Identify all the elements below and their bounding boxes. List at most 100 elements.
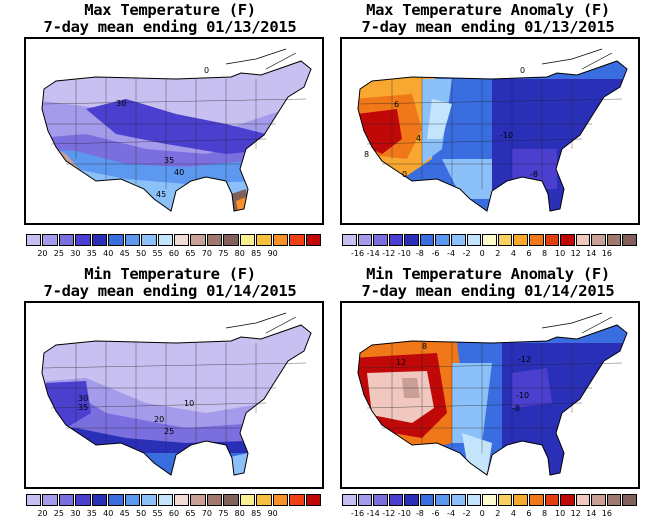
colorbar-swatch [466, 234, 482, 246]
colorbar-swatch [575, 234, 591, 246]
colorbar-tick-label: 4 [510, 249, 516, 258]
colorbar-tick-label: 75 [218, 509, 229, 518]
colorbar-swatch [388, 234, 404, 246]
colorbar-swatch [190, 494, 206, 506]
colorbar-swatch [357, 234, 373, 246]
colorbar-tick-label: 30 [70, 249, 81, 258]
colorbar-tick-label: 45 [119, 509, 130, 518]
colorbar-tick-label: 6 [526, 509, 532, 518]
map-label: 8 [422, 342, 427, 351]
colorbar-tick-label: -2 [462, 509, 471, 518]
colorbar-tick-label: -6 [431, 249, 440, 258]
map-label: 10 [184, 399, 194, 408]
colorbar-tick-label: -8 [415, 509, 424, 518]
colorbar-swatch [419, 234, 435, 246]
colorbar-tick-label: -14 [366, 509, 380, 518]
colorbar-tick-label: 35 [86, 509, 97, 518]
colorbar-swatch [560, 234, 575, 246]
colorbar-swatch [190, 234, 206, 246]
panel-title-line2: 7-day mean ending 01/13/2015 [361, 18, 615, 36]
colorbar-tick-label: 25 [53, 509, 64, 518]
colorbar-swatch [272, 234, 289, 246]
colorbar-swatch [435, 494, 451, 506]
colorbar-swatch [42, 494, 58, 506]
colorbar-tick-label: 8 [541, 249, 548, 258]
colorbar-swatch [435, 234, 451, 246]
colorbar-tick-label: 0 [479, 509, 485, 518]
map-label: 12 [396, 358, 406, 367]
map-fill [358, 325, 627, 475]
colorbar-swatch [174, 234, 190, 246]
map-fill [42, 61, 311, 211]
colorbar-swatch [388, 494, 404, 506]
colorbar-tick-label: 12 [570, 249, 581, 258]
colorbar-swatch [42, 234, 58, 246]
colorbar-swatch [305, 494, 321, 506]
colorbar-tick-label: 85 [251, 509, 262, 518]
colorbar-swatch [272, 494, 289, 506]
colorbar-swatch [174, 494, 190, 506]
colorbar-tick-label: 6 [526, 249, 532, 258]
map-label: 40 [174, 168, 184, 177]
colorbar-swatch [141, 234, 157, 246]
colorbar-swatch [141, 494, 157, 506]
map-label: 20 [154, 415, 164, 424]
colorbar-tick-label: 80 [234, 509, 245, 518]
colorbar-tick-label: 65 [185, 509, 196, 518]
colorbar-swatch [591, 234, 606, 246]
colorbar-tick-label: -8 [415, 249, 424, 258]
colorbar-tick-label: 10 [555, 249, 566, 258]
colorbar-tick-label: 2 [495, 509, 501, 518]
colorbar-swatch [606, 234, 622, 246]
map-max-temp: 0 30 35 40 45 [24, 37, 324, 225]
colorbar-swatch [305, 234, 321, 246]
colorbar-swatch [575, 494, 591, 506]
colorbar-tick-label: 55 [152, 509, 163, 518]
map-label: 6 [394, 100, 399, 109]
colorbar-tick-label: 45 [119, 249, 130, 258]
map-min-temp-anomaly: 12 8 -12 -10 -8 [340, 301, 640, 489]
panel-title-line2: 7-day mean ending 01/13/2015 [43, 18, 297, 36]
colorbar-tick-label: 40 [103, 509, 114, 518]
colorbar-swatch [75, 234, 91, 246]
colorbar-tick-label: -12 [382, 249, 396, 258]
colorbar-tick-label: 60 [168, 509, 180, 518]
colorbar-tick-label: 20 [37, 509, 48, 518]
map-label: -8 [512, 404, 520, 413]
colorbar-tick-label: -14 [366, 249, 380, 258]
map-label: 30 [78, 394, 88, 403]
colorbar-tick-label: -16 [351, 249, 365, 258]
panel-title-line2: 7-day mean ending 01/14/2015 [361, 282, 615, 300]
colorbar-swatch [239, 234, 256, 246]
colorbar-swatch [591, 494, 606, 506]
colorbar-swatch [528, 494, 544, 506]
map-label: 0 [402, 170, 407, 179]
colorbar-swatch [26, 234, 42, 246]
colorbar-tick-label: 4 [510, 509, 516, 518]
map-label: 30 [116, 99, 126, 108]
colorbar-tick-label: -12 [382, 509, 396, 518]
colorbar-swatch [206, 234, 223, 246]
colorbar-swatch [513, 494, 528, 506]
map-label: 25 [164, 427, 174, 436]
colorbar-swatch [606, 494, 622, 506]
colorbar-min-temp-anomaly: -16 -14 -12 -10 -8 -6 -4 -2 0 2 4 6 8 10 12 14 16 [342, 494, 638, 520]
colorbar-tick-label: 16 [601, 249, 612, 258]
map-label: 4 [416, 134, 421, 143]
map-label: -10 [516, 391, 529, 400]
colorbar-swatch [497, 494, 513, 506]
colorbar-swatch [622, 494, 637, 506]
map-max-temp-anomaly: 0 8 4 6 -10 -8 0 [340, 37, 640, 225]
map-label: 8 [364, 150, 369, 159]
colorbar-swatch [91, 234, 108, 246]
colorbar-tick-label: 20 [37, 249, 48, 258]
colorbar-tick-label: 30 [70, 509, 81, 518]
colorbar-swatch [544, 494, 560, 506]
panel-title-line1: Min Temperature Anomaly (F) [366, 265, 610, 283]
colorbar-tick-label: 8 [541, 509, 548, 518]
colorbar-swatch [108, 494, 124, 506]
colorbar-tick-label: 85 [251, 249, 262, 258]
colorbar-swatch [256, 234, 272, 246]
colorbar-tick-label: 14 [586, 249, 597, 258]
colorbar-max-temp: 20 25 30 35 40 45 50 55 60 65 70 75 80 85 90 [26, 234, 322, 260]
